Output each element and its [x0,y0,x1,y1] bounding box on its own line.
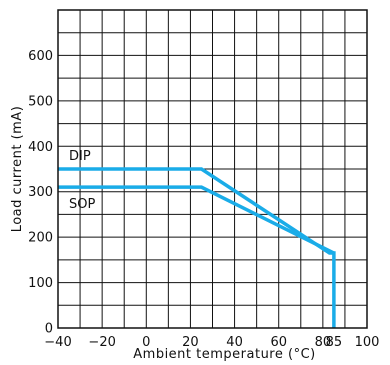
series-labels: DIP SOP [69,149,95,212]
series-label-sop: SOP [69,197,95,212]
x-tick-label: 60 [270,335,287,350]
x-tick-label: 85 [326,335,343,350]
y-tick-labels: 0 100 200 300 400 500 600 [28,49,53,337]
y-tick-label: 200 [28,231,53,246]
x-tick-labels: −40 −20 0 20 40 60 80 100 85 [44,335,379,350]
series-label-dip: DIP [69,149,91,164]
y-tick-label: 0 [45,322,53,337]
series-line-dip [58,167,336,328]
x-tick-label: 0 [142,335,150,350]
x-tick-label: −20 [88,335,115,350]
y-tick-label: 400 [28,140,53,155]
x-tick-label: 80 [315,335,332,350]
y-axis-title: Load current (mA) [10,106,25,233]
y-tick-label: 600 [28,49,53,64]
x-tick-label: 100 [355,335,380,350]
chart-series [58,167,336,328]
plot-frame [57,9,368,329]
y-tick-label: 100 [28,276,53,291]
x-tick-label: −40 [44,335,71,350]
y-tick-label: 500 [28,94,53,109]
x-tick-label: 40 [226,335,243,350]
x-axis-title: Ambient temperature (°C) [133,347,315,362]
chart-grid [58,10,367,328]
x-tick-label: 20 [182,335,199,350]
series-line-sop [58,185,335,255]
y-tick-label: 300 [28,185,53,200]
